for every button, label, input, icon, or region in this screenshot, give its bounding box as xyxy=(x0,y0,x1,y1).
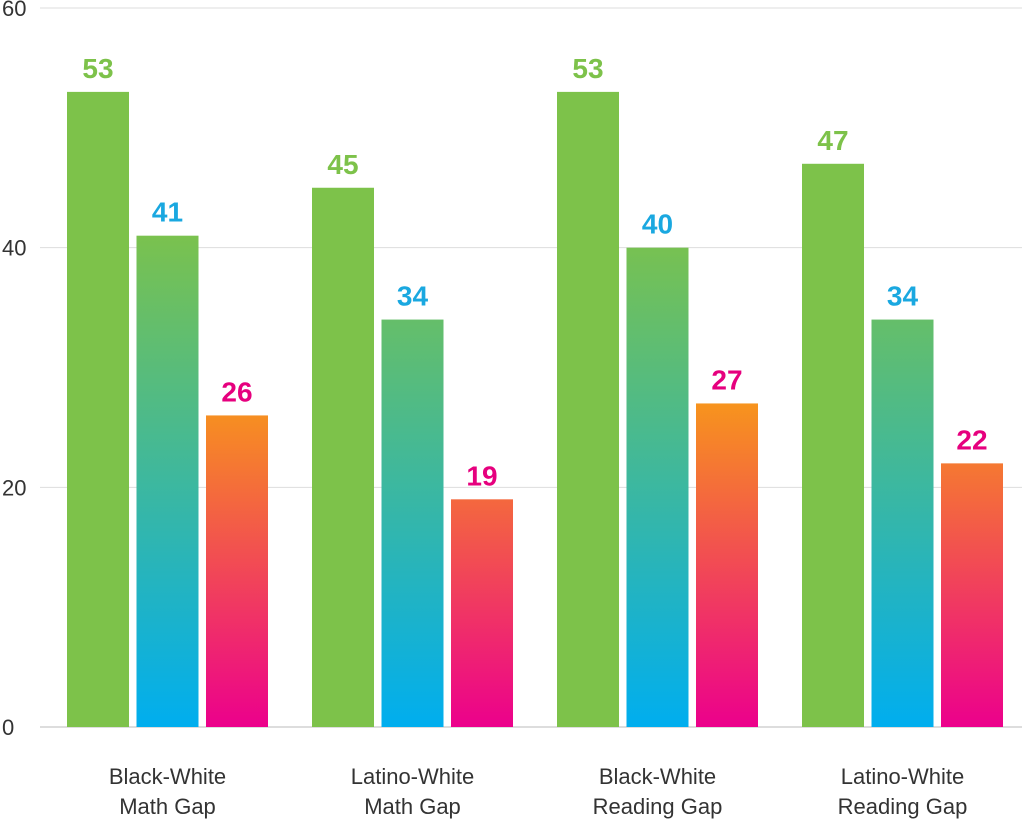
data-label: 22 xyxy=(956,424,987,455)
data-label: 53 xyxy=(572,53,603,84)
bar xyxy=(802,163,864,728)
data-label: 45 xyxy=(327,149,358,180)
y-axis-ticks: 0 20 40 60 xyxy=(2,0,26,740)
bar xyxy=(941,463,1003,727)
data-label: 34 xyxy=(397,281,429,312)
bar xyxy=(136,235,199,727)
bar xyxy=(696,403,758,727)
y-tick-label: 60 xyxy=(2,0,26,21)
bar xyxy=(381,319,444,727)
data-label: 47 xyxy=(817,125,848,156)
bars xyxy=(67,91,1003,728)
data-label: 19 xyxy=(466,460,497,491)
data-label: 27 xyxy=(711,364,742,395)
x-axis-categories: Black-White Math Gap Latino-White Math Gap B… xyxy=(109,764,968,819)
y-tick-label: 40 xyxy=(2,236,26,261)
category-label: Black-White xyxy=(599,764,716,789)
bar xyxy=(451,499,513,727)
data-label: 40 xyxy=(642,209,673,240)
data-label: 26 xyxy=(221,376,252,407)
category-label: Black-White xyxy=(109,764,226,789)
bar xyxy=(557,91,619,728)
bar xyxy=(67,91,129,728)
data-label: 41 xyxy=(152,197,183,228)
category-label: Latino-White xyxy=(841,764,965,789)
category-label: Reading Gap xyxy=(593,794,723,819)
bar xyxy=(206,415,268,727)
category-label: Math Gap xyxy=(364,794,461,819)
y-tick-label: 0 xyxy=(2,715,14,740)
bar xyxy=(871,319,934,727)
category-label: Latino-White xyxy=(351,764,475,789)
bar xyxy=(626,247,689,727)
data-label: 53 xyxy=(82,53,113,84)
data-label: 34 xyxy=(887,281,919,312)
category-label: Reading Gap xyxy=(838,794,968,819)
bar xyxy=(312,187,374,727)
y-tick-label: 20 xyxy=(2,475,26,500)
category-label: Math Gap xyxy=(119,794,216,819)
data-labels: 53 41 26 45 34 19 53 40 27 47 34 22 xyxy=(82,53,987,491)
